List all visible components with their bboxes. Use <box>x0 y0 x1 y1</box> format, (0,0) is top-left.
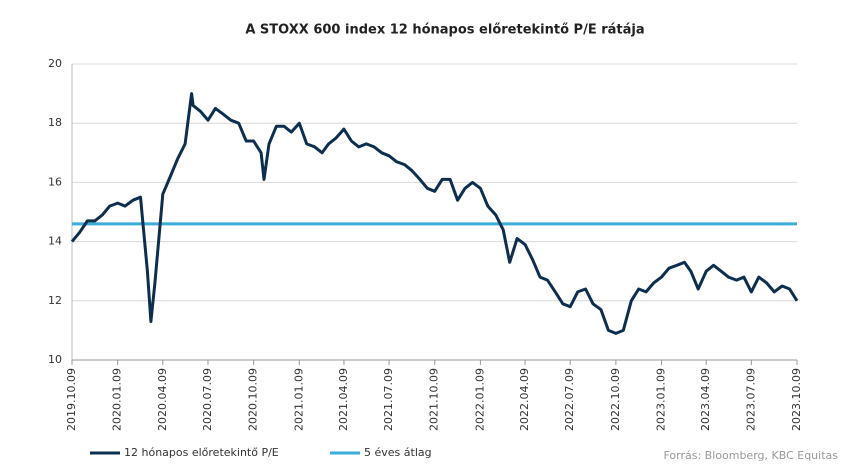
chart-title: A STOXX 600 index 12 hónapos előretekint… <box>245 23 644 38</box>
x-tick-label: 2020.04.09 <box>156 368 169 431</box>
y-tick-label: 18 <box>48 116 62 129</box>
legend-label: 5 éves átlag <box>364 446 432 459</box>
x-tick-label: 2022.10.09 <box>609 368 622 431</box>
y-tick-label: 16 <box>48 175 62 188</box>
y-tick-label: 12 <box>48 294 62 307</box>
x-tick-label: 2022.07.09 <box>563 368 576 431</box>
x-tick-label: 2021.01.09 <box>292 368 305 431</box>
y-tick-label: 14 <box>48 235 62 248</box>
y-tick-label: 20 <box>48 57 62 70</box>
series-line <box>70 92 799 335</box>
x-tick-label: 2021.04.09 <box>337 368 350 431</box>
x-tick-label: 2022.01.09 <box>473 368 486 431</box>
legend-label: 12 hónapos előretekintő P/E <box>124 446 279 459</box>
x-tick-label: 2021.07.09 <box>382 368 395 431</box>
source: Forrás: Bloomberg, KBC Equitas <box>663 449 838 462</box>
x-tick-label: 2020.01.09 <box>111 368 124 431</box>
x-tick-label: 2023.04.09 <box>699 368 712 431</box>
x-tick-label: 2022.04.09 <box>518 368 531 431</box>
x-tick-label: 2023.01.09 <box>655 368 668 431</box>
x-tick-label: 2023.10.09 <box>790 368 803 431</box>
x-tick-label: 2020.07.09 <box>201 368 214 431</box>
x-tick-label: 2023.07.09 <box>744 368 757 431</box>
y-tick-label: 10 <box>48 353 62 366</box>
x-tick-label: 2019.10.09 <box>65 368 78 431</box>
x-tick-label: 2021.10.09 <box>428 368 441 431</box>
x-tick-label: 2020.10.09 <box>247 368 260 431</box>
